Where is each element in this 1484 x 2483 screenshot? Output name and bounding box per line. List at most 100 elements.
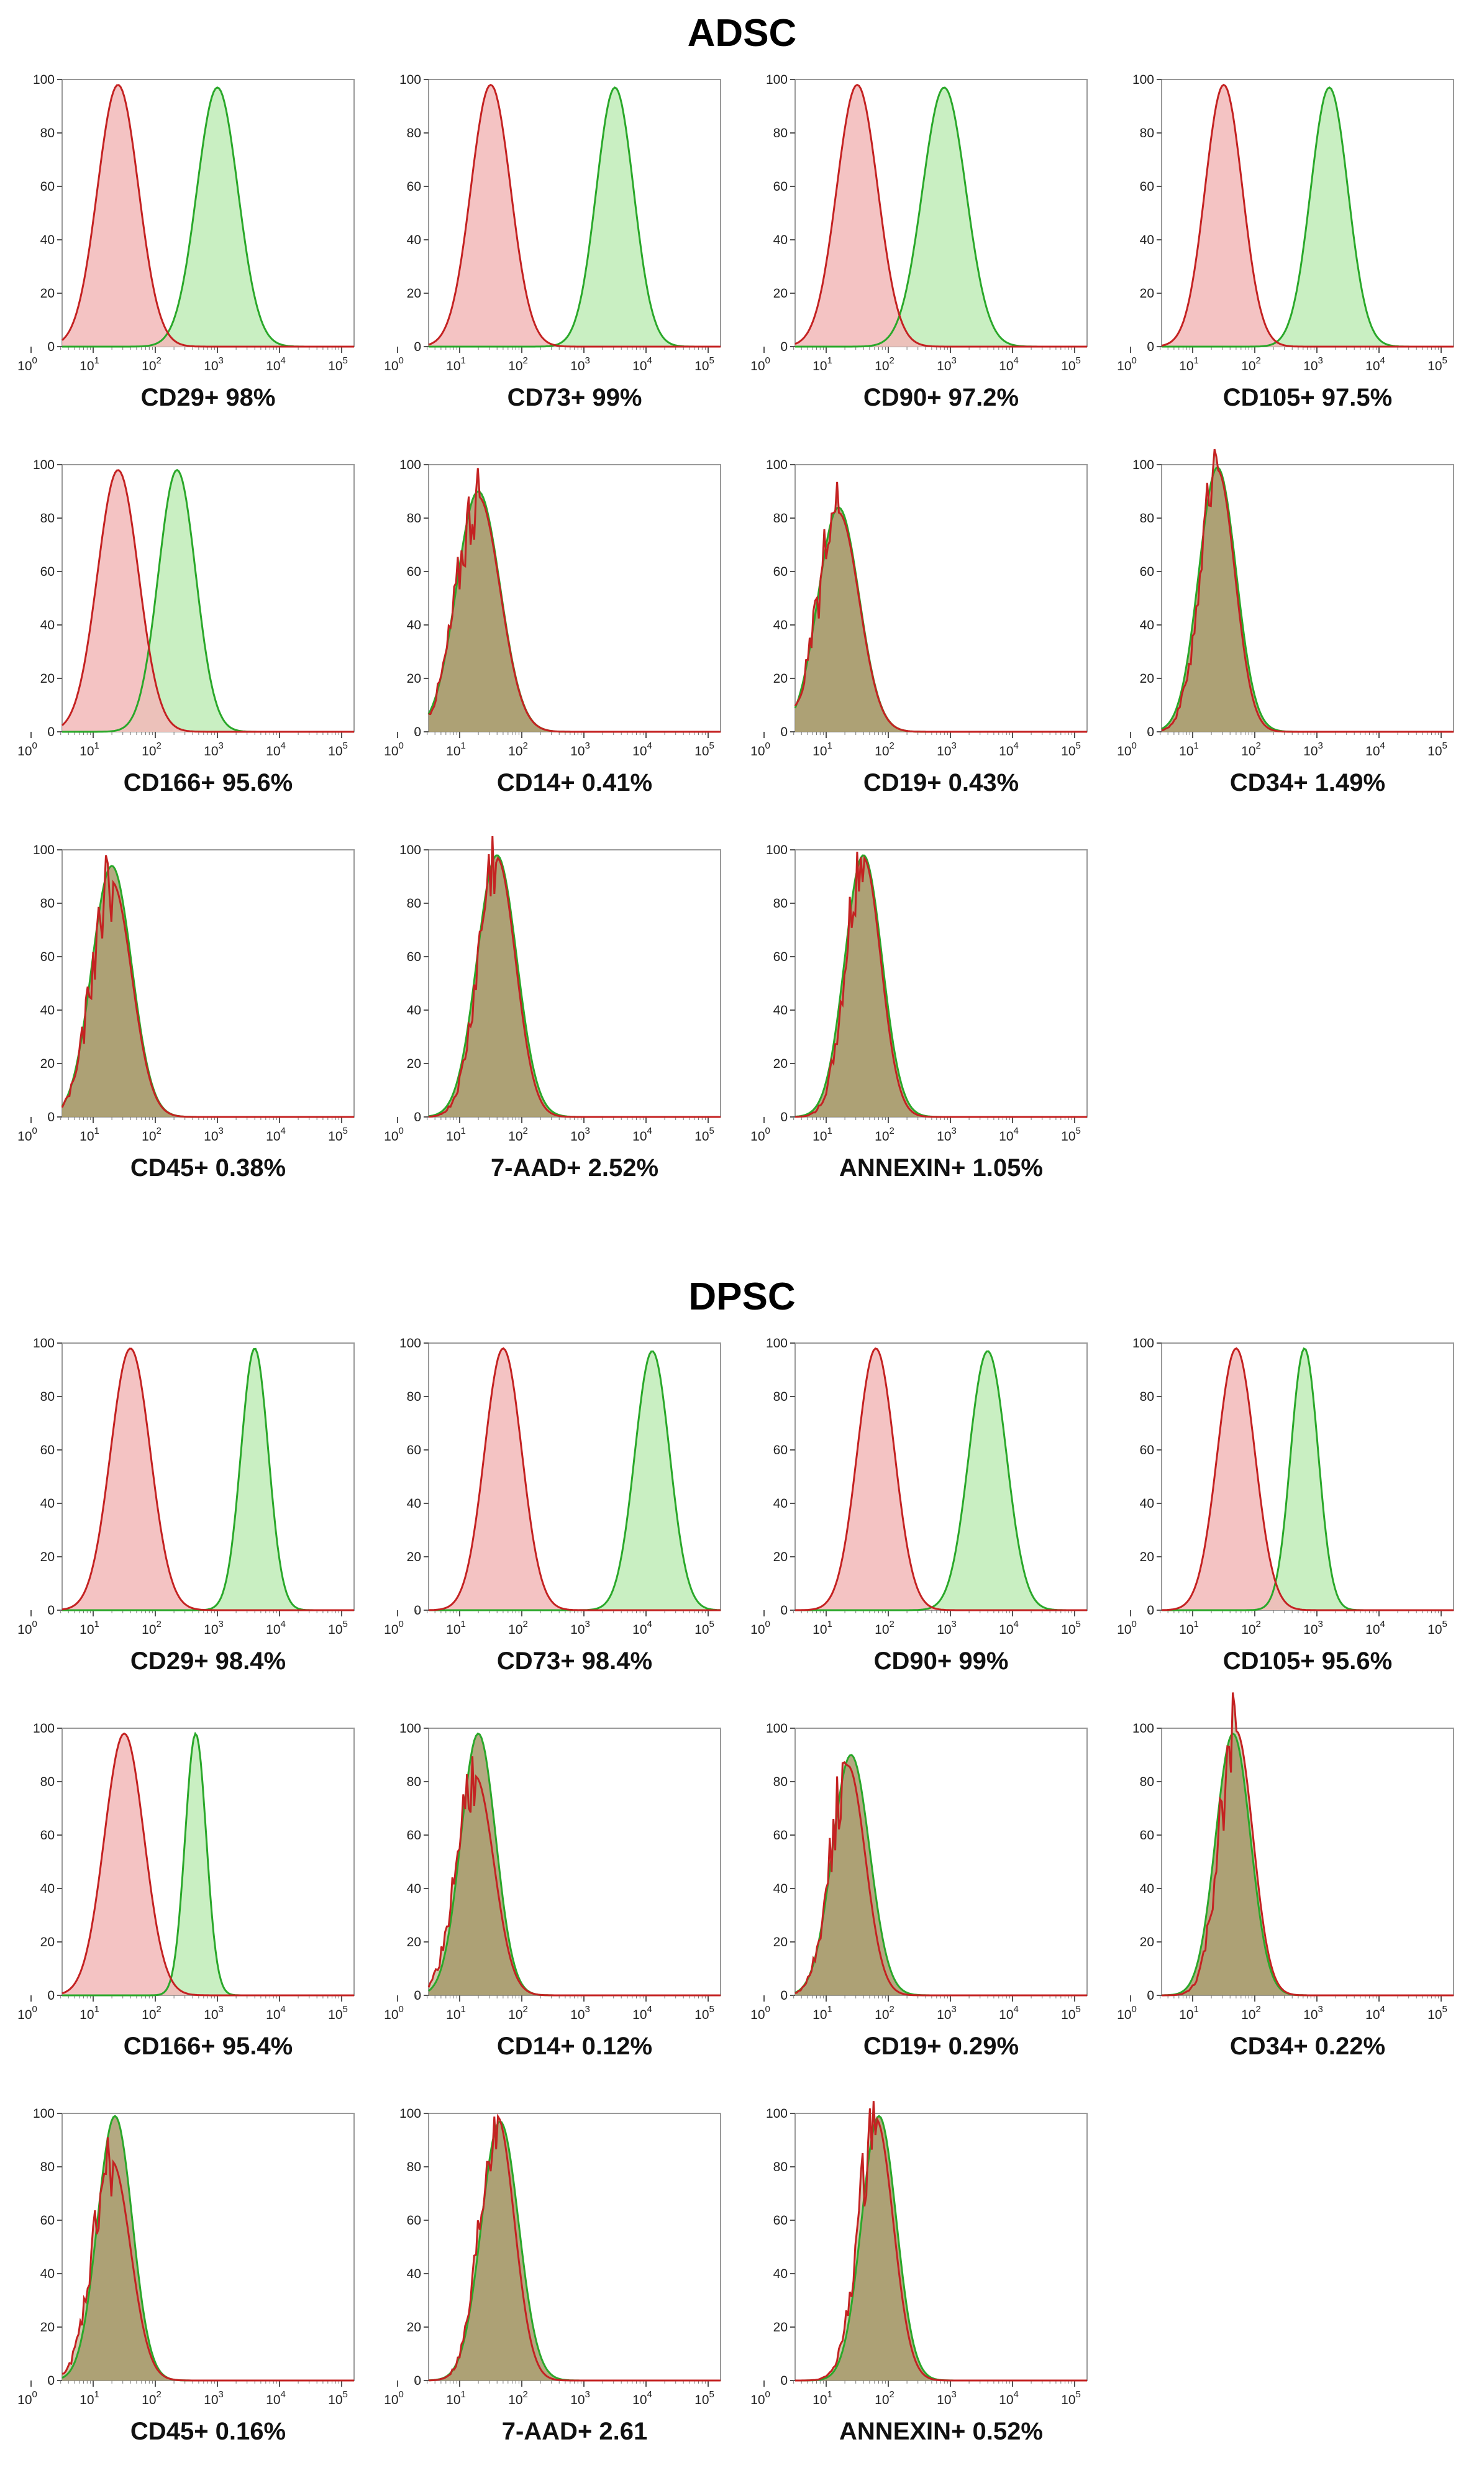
y-tick-label: 40 xyxy=(407,1003,421,1018)
isotype-series-line xyxy=(427,1756,721,1997)
x-tick-label: 101 xyxy=(446,2389,466,2407)
y-tick-label: 40 xyxy=(407,1882,421,1896)
x-tick-label: 100 xyxy=(750,1619,770,1637)
x-tick-label: 102 xyxy=(508,2004,528,2022)
x-tick-label: 100 xyxy=(1117,1619,1137,1637)
x-tick-label: 100 xyxy=(750,1126,770,1144)
y-tick-label: 40 xyxy=(40,1497,55,1511)
histogram-panel: 0 20 40 60 80 100 100 101 102 103 104 105 CD73+ 98.4… xyxy=(384,1336,721,1675)
y-tick-label: 100 xyxy=(766,73,788,87)
x-tick-label: 101 xyxy=(80,355,99,373)
isotype-series-line xyxy=(428,468,721,733)
x-tick-label: 103 xyxy=(937,2004,957,2022)
y-tick-label: 80 xyxy=(773,1390,788,1404)
x-tick-label: 102 xyxy=(1241,740,1261,759)
x-tick-label: 102 xyxy=(142,2389,162,2407)
panel-caption: CD14+ 0.12% xyxy=(497,2033,652,2060)
isotype-fill xyxy=(429,84,721,347)
x-tick-label: 102 xyxy=(508,1126,528,1144)
panel-caption: CD29+ 98.4% xyxy=(130,1647,286,1675)
x-tick-label: 102 xyxy=(508,1619,528,1637)
y-tick-label: 100 xyxy=(399,843,421,857)
panel-caption: CD73+ 99% xyxy=(508,384,642,411)
x-tick-label: 101 xyxy=(1179,355,1199,373)
x-tick-label: 104 xyxy=(999,355,1019,373)
y-tick-label: 0 xyxy=(47,1989,55,2003)
panel-caption: CD29+ 98% xyxy=(141,384,276,411)
y-tick-label: 0 xyxy=(780,340,788,354)
plot-frame xyxy=(794,2113,1088,2381)
y-tick-label: 100 xyxy=(766,843,788,857)
y-tick-label: 100 xyxy=(33,73,55,87)
x-tick-label: 102 xyxy=(875,2389,894,2407)
x-tick-label: 101 xyxy=(80,1619,99,1637)
x-tick-label: 102 xyxy=(1241,355,1261,373)
y-tick-label: 60 xyxy=(1140,1443,1154,1457)
y-tick-label: 0 xyxy=(47,1603,55,1618)
x-tick-label: 103 xyxy=(937,740,957,759)
y-tick-label: 20 xyxy=(773,2320,788,2335)
x-tick-label: 100 xyxy=(17,1619,37,1637)
y-tick-label: 40 xyxy=(407,1497,421,1511)
x-tick-label: 104 xyxy=(999,740,1019,759)
y-tick-label: 0 xyxy=(1147,725,1154,739)
y-tick-label: 60 xyxy=(773,2213,788,2228)
x-tick-label: 101 xyxy=(813,2389,832,2407)
x-tick-label: 103 xyxy=(570,1619,590,1637)
y-tick-label: 40 xyxy=(773,2267,788,2281)
y-tick-label: 20 xyxy=(407,1550,421,1564)
x-tick-label: 101 xyxy=(1179,2004,1199,2022)
isotype-series-line xyxy=(1161,1347,1454,1611)
panel-caption: 7-AAD+ 2.61 xyxy=(502,2418,648,2445)
x-tick-label: 105 xyxy=(1061,1619,1081,1637)
isotype-fill xyxy=(1162,1692,1454,1995)
x-tick-label: 104 xyxy=(266,1619,286,1637)
y-tick-label: 0 xyxy=(1147,1989,1154,2003)
y-tick-label: 20 xyxy=(40,1935,55,1949)
y-tick-label: 0 xyxy=(780,1110,788,1124)
y-tick-label: 0 xyxy=(414,1989,421,2003)
x-tick-label: 105 xyxy=(328,355,348,373)
y-tick-label: 60 xyxy=(407,565,421,579)
isotype-series-line xyxy=(794,852,1087,1118)
x-tick-label: 100 xyxy=(384,1619,404,1637)
section-title-dpsc: DPSC xyxy=(688,1275,796,1318)
y-tick-label: 80 xyxy=(773,511,788,526)
panel-caption: CD90+ 99% xyxy=(874,1647,1009,1675)
panel-caption: CD105+ 97.5% xyxy=(1223,384,1392,411)
x-tick-label: 103 xyxy=(937,1126,957,1144)
y-tick-label: 100 xyxy=(766,1721,788,1736)
x-tick-label: 104 xyxy=(1365,2004,1385,2022)
y-tick-label: 40 xyxy=(40,1003,55,1018)
y-tick-label: 80 xyxy=(40,896,55,911)
y-tick-label: 100 xyxy=(399,1336,421,1351)
y-tick-label: 40 xyxy=(1140,233,1154,247)
x-tick-label: 102 xyxy=(875,2004,894,2022)
y-tick-label: 80 xyxy=(407,2160,421,2174)
y-tick-label: 100 xyxy=(1132,73,1154,87)
histogram-panel: 0 20 40 60 80 100 100 101 102 103 104 105 CD105+ 97.… xyxy=(1117,73,1454,411)
x-tick-label: 100 xyxy=(17,740,37,759)
x-tick-label: 101 xyxy=(446,355,466,373)
x-tick-label: 101 xyxy=(446,740,466,759)
x-tick-label: 103 xyxy=(204,2004,224,2022)
y-tick-label: 60 xyxy=(773,180,788,194)
x-tick-label: 104 xyxy=(1365,355,1385,373)
y-tick-label: 60 xyxy=(40,180,55,194)
isotype-series-line xyxy=(428,836,721,1118)
isotype-series-line xyxy=(1161,83,1454,348)
panel-caption: CD90+ 97.2% xyxy=(863,384,1019,411)
y-tick-label: 40 xyxy=(773,1003,788,1018)
x-tick-label: 100 xyxy=(384,1126,404,1144)
histogram-panel: 0 20 40 60 80 100 100 101 102 103 104 105 CD90+ 99% xyxy=(750,1336,1088,1675)
x-tick-label: 103 xyxy=(204,740,224,759)
isotype-fill xyxy=(1162,449,1454,732)
panel-caption: CD166+ 95.6% xyxy=(124,769,293,796)
x-tick-label: 100 xyxy=(17,2004,37,2022)
y-tick-label: 0 xyxy=(780,725,788,739)
y-tick-label: 100 xyxy=(399,1721,421,1736)
x-tick-label: 102 xyxy=(875,1619,894,1637)
x-tick-label: 100 xyxy=(384,2004,404,2022)
x-tick-label: 102 xyxy=(508,2389,528,2407)
y-tick-label: 60 xyxy=(1140,565,1154,579)
